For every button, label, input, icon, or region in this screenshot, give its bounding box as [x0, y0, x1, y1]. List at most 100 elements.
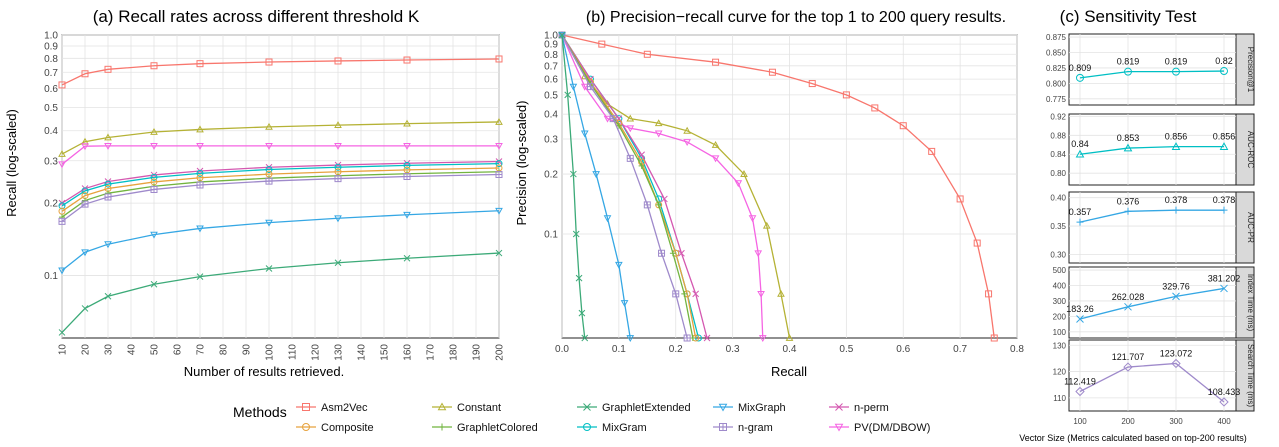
legend-item: Composite	[296, 422, 374, 434]
pr-point	[626, 114, 635, 122]
legend-swatch-marker	[835, 403, 843, 411]
sensitivity-xticks: 100 200 300 400	[1073, 417, 1231, 426]
sensitivity-panel: AUC-ROC 0.80 0.84 0.88 0.92 0.84 0.853 0.856 0.8…	[1050, 112, 1255, 186]
sensitivity-point	[1075, 386, 1085, 397]
recall-point	[334, 215, 342, 223]
legend-title: Methods	[233, 404, 287, 420]
legend-item-label: PV(DM/DBOW)	[854, 422, 930, 434]
sensitivity-panel: Precision@1 0.775 0.800 0.825 0.850 0.875 0.80…	[1046, 33, 1255, 106]
pr-point	[678, 249, 685, 257]
recall-point	[334, 175, 342, 183]
pr-point	[655, 201, 662, 208]
legend-item-label: GraphletExtended	[602, 402, 691, 414]
recall-point	[150, 173, 158, 181]
recall-plot-area	[61, 34, 500, 339]
recall-xtick-label: 100	[265, 344, 276, 361]
pr-point	[654, 130, 663, 138]
legend-item: Asm2Vec	[296, 402, 368, 414]
recall-point	[265, 265, 273, 272]
sensitivity-value-label: 0.84	[1071, 139, 1089, 149]
pr-point	[572, 230, 580, 238]
sensitivity-value-label: 0.819	[1165, 57, 1188, 67]
recall-point	[196, 142, 204, 150]
pr-ytick-label: 0.1	[544, 229, 558, 240]
pr-point	[683, 334, 691, 342]
sensitivity-ytick-label: 0.775	[1046, 95, 1067, 104]
pr-ytick-label: 0.6	[544, 75, 558, 86]
recall-xtick-label: 180	[449, 344, 460, 361]
recall-point	[196, 225, 204, 233]
sensitivity-ytick-label: 0.35	[1050, 222, 1066, 231]
pr-point	[692, 290, 700, 298]
recall-point	[104, 142, 112, 150]
sensitivity-plot-area	[1068, 113, 1237, 186]
pr-point	[758, 335, 767, 343]
pr-point	[990, 334, 998, 342]
sensitivity-strip-label: Precision@1	[1246, 47, 1255, 93]
recall-point	[81, 187, 89, 195]
legend-item-label: MixGram	[602, 422, 647, 434]
legend-item-label: Constant	[457, 402, 501, 414]
recall-xtick-label: 150	[380, 344, 391, 361]
sensitivity-strip	[1235, 339, 1255, 412]
sensitivity-value-label: 0.856	[1213, 132, 1236, 142]
recall-chart-ylabel: Recall (log-scaled)	[4, 109, 19, 217]
recall-ytick-label: 0.8	[44, 54, 58, 65]
legend-item-label: n-perm	[854, 402, 889, 414]
pr-series-line	[561, 34, 694, 339]
recall-ytick-label: 0.1	[44, 271, 58, 282]
sensitivity-value-label: 262.028	[1112, 292, 1145, 302]
pr-point	[603, 115, 612, 123]
recall-xtick-label: 50	[150, 344, 161, 356]
sensitivity-ytick-label: 0.80	[1050, 169, 1066, 178]
pr-point	[592, 171, 600, 179]
sensitivity-value-label: 108.433	[1208, 387, 1241, 397]
recall-point	[104, 193, 112, 201]
sensitivity-chart: (c) Sensitivity Test Vector Size (Metric…	[1019, 7, 1255, 443]
sensitivity-strip	[1235, 33, 1255, 106]
sensitivity-plot-area	[1068, 339, 1237, 412]
pr-ytick-label: 0.7	[544, 61, 558, 72]
sensitivity-ytick-label: 200	[1053, 312, 1067, 321]
recall-point	[403, 142, 411, 150]
sensitivity-point	[1171, 358, 1181, 369]
pr-xtick-label: 0.6	[896, 344, 910, 355]
recall-xtick-label: 80	[219, 344, 230, 356]
sensitivity-point	[1075, 149, 1085, 158]
sensitivity-ytick-label: 0.825	[1046, 64, 1067, 73]
sensitivity-xtick-label: 100	[1073, 417, 1087, 426]
recall-point	[150, 231, 158, 239]
pr-point	[638, 151, 645, 159]
recall-point	[81, 143, 89, 151]
pr-point	[570, 170, 577, 178]
recall-ytick-label: 0.2	[44, 199, 58, 210]
sensitivity-panel: Index Time (ms) 100 200 300 400 500 183.26 262.…	[1053, 266, 1255, 339]
recall-point	[403, 119, 411, 127]
sensitivity-ytick-label: 500	[1053, 266, 1067, 275]
pr-point	[711, 155, 720, 163]
sensitivity-point	[1219, 397, 1229, 407]
sensitivity-ytick-label: 0.850	[1046, 49, 1067, 58]
sensitivity-ytick-label: 120	[1053, 368, 1067, 377]
recall-xtick-label: 160	[403, 344, 414, 361]
legend-swatch-marker	[302, 403, 310, 411]
sensitivity-point	[1220, 206, 1228, 214]
recall-ytick-label: 0.5	[44, 103, 58, 114]
recall-point	[58, 202, 66, 210]
recall-point	[495, 160, 503, 168]
sensitivity-ytick-label: 0.40	[1050, 194, 1066, 203]
recall-series-line	[61, 145, 499, 165]
pr-point	[683, 139, 691, 146]
sensitivity-point	[1124, 67, 1132, 76]
pr-point	[740, 170, 748, 177]
sensitivity-point	[1219, 142, 1229, 150]
legend-item: GraphletColored	[432, 422, 538, 434]
pr-point	[626, 154, 634, 162]
pr-xtick-label: 0.2	[669, 344, 683, 355]
sensitivity-point	[1124, 302, 1132, 311]
recall-point	[196, 125, 204, 133]
recall-series-line	[61, 58, 500, 86]
pr-point	[842, 91, 850, 99]
pr-ytick-label: 0.5	[544, 90, 558, 101]
sensitivity-plot-area	[1068, 266, 1237, 339]
